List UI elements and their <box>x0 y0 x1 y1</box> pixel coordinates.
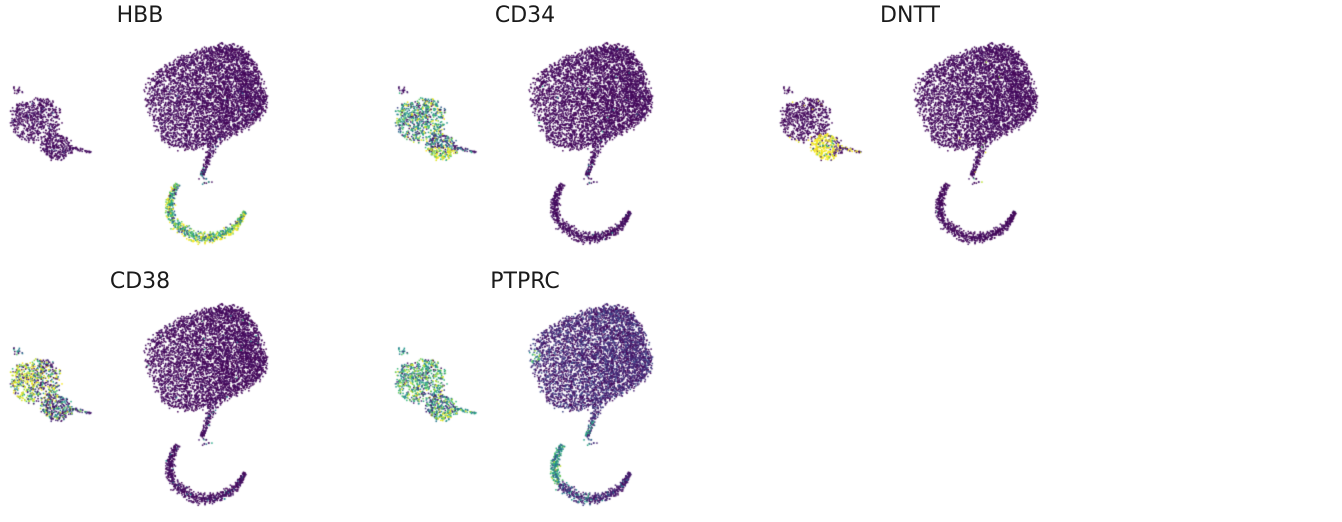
panel-title-hbb: HBB <box>116 3 164 28</box>
umap-panel-ptprc: PTPRC <box>385 261 770 522</box>
umap-panel-cd38: CD38 <box>0 261 385 522</box>
umap-panel-hbb: HBB <box>0 0 385 261</box>
umap-scatter-cd34 <box>385 0 770 261</box>
umap-scatter-dntt <box>770 0 1155 261</box>
panel-title-dntt: DNTT <box>880 3 940 28</box>
panel-title-cd38: CD38 <box>109 269 171 294</box>
umap-panel-dntt: DNTT <box>770 0 1155 261</box>
umap-scatter-cd38 <box>0 261 385 522</box>
panel-title-ptprc: PTPRC <box>490 269 560 294</box>
umap-scatter-ptprc <box>385 261 770 522</box>
umap-panel-cd34: CD34 <box>385 0 770 261</box>
umap-scatter-hbb <box>0 0 385 261</box>
panel-title-cd34: CD34 <box>494 3 556 28</box>
